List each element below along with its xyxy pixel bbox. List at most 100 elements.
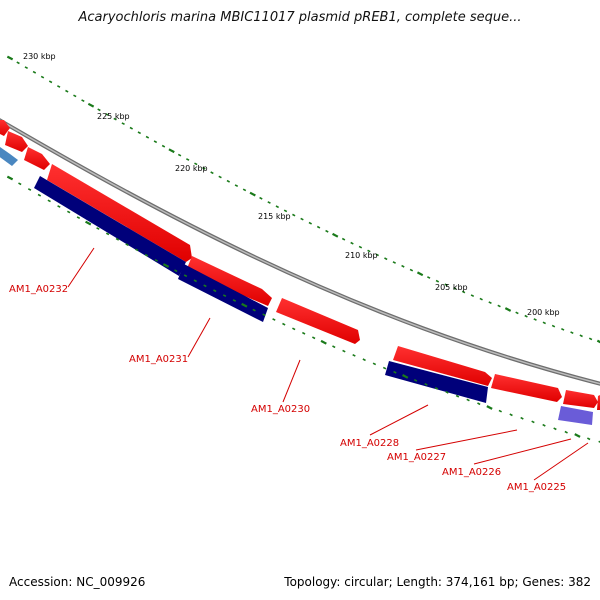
- gene-arrow-forward-AM1_A0226[interactable]: [563, 390, 598, 408]
- minor-tick: [587, 437, 591, 441]
- major-tick: [87, 102, 95, 108]
- major-tick: [320, 339, 327, 345]
- minor-tick: [154, 258, 159, 262]
- minor-tick: [24, 66, 28, 70]
- label-leaders: [67, 247, 589, 481]
- minor-tick: [588, 337, 593, 341]
- major-tick: [504, 307, 512, 312]
- minor-tick: [76, 216, 81, 220]
- minor-tick: [105, 232, 110, 236]
- gene-arrow-forward[interactable]: [0, 120, 10, 136]
- minor-tick: [161, 144, 166, 148]
- minor-tick: [283, 209, 288, 213]
- tick-marks: [6, 55, 600, 444]
- minor-tick: [392, 261, 396, 264]
- minor-tick: [384, 257, 388, 261]
- forward-genes: [0, 120, 600, 410]
- minor-tick: [341, 237, 346, 241]
- minor-tick: [32, 70, 37, 74]
- minor-tick: [16, 61, 20, 65]
- minor-tick: [47, 199, 51, 203]
- gene-arrow-forward-AM1_A0231[interactable]: [186, 256, 272, 306]
- major-tick: [402, 374, 409, 379]
- minor-tick: [193, 279, 198, 283]
- minor-tick: [393, 370, 397, 374]
- minor-tick: [488, 301, 492, 305]
- gene-bar-reverse-AM1_A0228[interactable]: [385, 361, 488, 403]
- minor-tick: [542, 321, 546, 325]
- minor-tick: [57, 85, 61, 88]
- major-tick: [168, 148, 175, 154]
- major-tick: [6, 55, 14, 61]
- minor-tick: [267, 201, 271, 204]
- minor-tick: [129, 126, 134, 130]
- minor-tick: [65, 89, 69, 93]
- minor-tick: [325, 229, 329, 233]
- minor-tick: [434, 386, 439, 390]
- minor-tick: [542, 423, 546, 427]
- minor-tick: [113, 117, 117, 121]
- minor-tick: [455, 394, 460, 398]
- minor-tick: [409, 268, 414, 272]
- minor-tick: [40, 75, 45, 79]
- gene-arrow-forward-AM1_A0232[interactable]: [47, 164, 192, 262]
- tick-label: 210 kbp: [345, 251, 378, 260]
- minor-tick: [18, 182, 22, 186]
- gene-label-AM1_A0228[interactable]: AM1_A0228: [340, 438, 399, 449]
- gene-bar-reverse-AM1_A0232[interactable]: [34, 176, 186, 276]
- minor-tick: [372, 362, 377, 366]
- minor-tick: [125, 243, 129, 247]
- minor-tick: [48, 80, 53, 84]
- gene-arrow-forward-AM1_A0230[interactable]: [276, 298, 360, 344]
- major-tick: [596, 339, 600, 345]
- minor-tick: [272, 318, 276, 321]
- minor-tick: [275, 205, 279, 209]
- gene-label-AM1_A0231[interactable]: AM1_A0231: [129, 354, 188, 365]
- major-tick: [162, 263, 170, 268]
- minor-tick: [444, 283, 448, 287]
- major-tick: [6, 175, 14, 181]
- gene-label-AM1_A0226[interactable]: AM1_A0226: [442, 467, 501, 478]
- minor-tick: [570, 331, 574, 335]
- gene-arrow-forward[interactable]: [5, 131, 28, 152]
- gene-bar-reverse-AM1_A0231[interactable]: [178, 264, 268, 322]
- gene-label-AM1_A0232[interactable]: AM1_A0232: [9, 284, 68, 295]
- gene-bar-reverse-AM1_A0226[interactable]: [558, 406, 593, 425]
- minor-tick: [37, 193, 42, 197]
- minor-tick: [252, 308, 256, 312]
- minor-tick: [524, 314, 528, 318]
- gene-arrow-forward-AM1_A0228[interactable]: [393, 346, 492, 386]
- minor-tick: [81, 99, 85, 103]
- minor-tick: [292, 213, 296, 217]
- gene-label-AM1_A0230[interactable]: AM1_A0230: [251, 404, 310, 415]
- minor-tick: [332, 345, 336, 349]
- minor-tick: [445, 390, 449, 394]
- minor-tick: [202, 166, 206, 170]
- minor-tick: [234, 184, 239, 188]
- minor-tick: [466, 398, 470, 402]
- minor-tick: [194, 162, 198, 166]
- minor-tick: [479, 297, 483, 301]
- gene-arrow-forward-AM1_A0227[interactable]: [491, 374, 562, 402]
- minor-tick: [358, 245, 363, 249]
- gene-arrow-forward-AM1_A0225[interactable]: [597, 395, 600, 410]
- major-tick: [416, 271, 424, 277]
- minor-tick: [57, 205, 61, 208]
- gene-label-AM1_A0227[interactable]: AM1_A0227: [387, 452, 446, 463]
- minor-tick: [561, 327, 565, 331]
- gene-bar-reverse[interactable]: [0, 140, 18, 166]
- gene-label-AM1_A0225[interactable]: AM1_A0225: [507, 482, 566, 493]
- minor-tick: [115, 237, 120, 241]
- minor-tick: [342, 349, 346, 353]
- minor-tick: [497, 304, 501, 308]
- gene-arrow-forward[interactable]: [24, 147, 50, 170]
- minor-tick: [121, 122, 125, 126]
- minor-tick: [259, 196, 263, 200]
- minor-tick: [262, 313, 266, 317]
- minor-tick: [553, 427, 557, 431]
- minor-tick: [598, 440, 600, 444]
- minor-tick: [174, 269, 178, 273]
- minor-tick: [531, 420, 535, 424]
- minor-tick: [515, 311, 519, 315]
- minor-tick: [137, 131, 142, 135]
